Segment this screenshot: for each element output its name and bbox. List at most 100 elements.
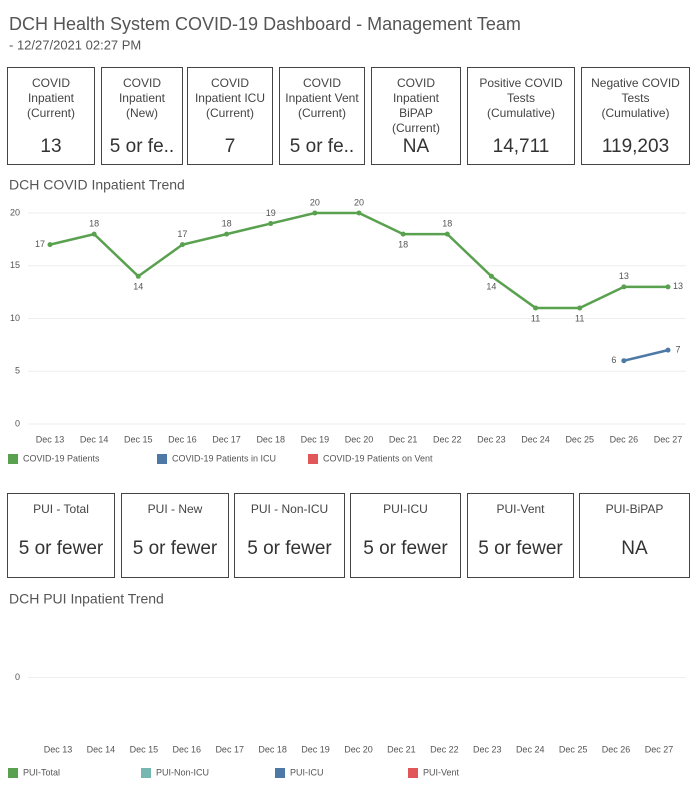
data-point xyxy=(47,242,53,248)
data-label: 18 xyxy=(89,218,99,228)
legend-label: PUI-Total xyxy=(23,767,60,777)
x-tick-label: Dec 26 xyxy=(610,434,639,444)
kpi-value: 5 or fe.. xyxy=(289,136,355,157)
x-tick-label: Dec 22 xyxy=(433,434,462,444)
x-tick-label: Dec 17 xyxy=(212,434,241,444)
data-point xyxy=(488,273,494,279)
x-tick-label: Dec 24 xyxy=(521,434,550,444)
y-tick-label: 0 xyxy=(15,418,20,428)
x-tick-label: Dec 25 xyxy=(565,434,594,444)
data-point xyxy=(665,284,671,290)
legend-label: COVID-19 Patients on Vent xyxy=(323,453,433,463)
kpi-value: 5 or fe.. xyxy=(109,136,175,157)
kpi-label: PUI-ICU xyxy=(383,502,428,516)
kpi-card: PUI-BiPAP NA xyxy=(579,493,690,578)
legend-swatch xyxy=(157,454,167,464)
dashboard-subtitle: - 12/27/2021 02:27 PM xyxy=(9,37,141,52)
legend-swatch xyxy=(8,768,18,778)
kpi-value: 5 or fewer xyxy=(132,538,218,559)
kpi-label: PUI - Non-ICU xyxy=(250,502,329,516)
x-tick-label: Dec 21 xyxy=(389,434,418,444)
data-point xyxy=(224,231,230,237)
legend-label: PUI-Non-ICU xyxy=(156,767,209,777)
x-tick-label: Dec 16 xyxy=(173,744,202,754)
kpi-card: PUI-ICU 5 or fewer xyxy=(350,493,461,578)
legend-swatch xyxy=(141,768,151,778)
x-tick-label: Dec 18 xyxy=(256,434,285,444)
kpi-value: 5 or fewer xyxy=(478,538,563,559)
kpi-value: 119,203 xyxy=(601,136,670,157)
kpi-value: NA xyxy=(621,538,648,559)
kpi-card: PUI - New 5 or fewer xyxy=(121,493,229,578)
legend-label: COVID-19 Patients in ICU xyxy=(172,453,276,463)
x-tick-label: Dec 13 xyxy=(44,744,73,754)
kpi-label: PUI-Vent xyxy=(496,502,545,516)
x-tick-label: Dec 24 xyxy=(516,744,545,754)
data-label: 17 xyxy=(177,229,187,239)
kpi-card: PUI - Total 5 or fewer xyxy=(7,493,115,578)
kpi-card: COVID Inpatient Vent (Current) 5 or fe.. xyxy=(279,67,365,165)
x-tick-label: Dec 16 xyxy=(168,434,197,444)
data-label: 20 xyxy=(310,197,320,207)
data-point xyxy=(665,347,671,353)
kpi-label: COVID Inpatient (New) xyxy=(118,76,166,120)
kpi-card: Negative COVID Tests (Cumulative) 119,203 xyxy=(581,67,690,165)
kpi-label: COVID Inpatient Vent (Current) xyxy=(285,76,359,120)
data-point xyxy=(400,231,406,237)
kpi-label: COVID Inpatient ICU (Current) xyxy=(194,76,266,120)
data-point xyxy=(312,210,318,216)
kpi-card: Positive COVID Tests (Cumulative) 14,711 xyxy=(467,67,575,165)
x-tick-label: Dec 13 xyxy=(36,434,65,444)
x-tick-label: Dec 15 xyxy=(124,434,153,444)
chart-title: DCH COVID Inpatient Trend xyxy=(9,177,185,193)
x-tick-label: Dec 14 xyxy=(87,744,116,754)
x-tick-label: Dec 27 xyxy=(645,744,674,754)
x-tick-label: Dec 25 xyxy=(559,744,588,754)
kpi-card: COVID Inpatient ICU (Current) 7 xyxy=(187,67,273,165)
data-point xyxy=(577,305,583,311)
x-tick-label: Dec 27 xyxy=(654,434,683,444)
data-point xyxy=(356,210,362,216)
data-label: 7 xyxy=(675,345,680,355)
kpi-value: 5 or fewer xyxy=(247,538,332,559)
data-point xyxy=(179,242,185,248)
data-label: 13 xyxy=(673,281,683,291)
data-point xyxy=(135,273,141,279)
kpi-card: COVID Inpatient (Current) 13 xyxy=(7,67,95,165)
data-point xyxy=(621,358,627,364)
y-tick-label: 5 xyxy=(15,366,20,376)
series-line xyxy=(623,348,669,362)
x-tick-label: Dec 14 xyxy=(80,434,109,444)
data-point xyxy=(621,284,627,290)
series-line xyxy=(49,211,668,310)
data-label: 14 xyxy=(486,282,496,292)
dashboard-title: DCH Health System COVID-19 Dashboard - M… xyxy=(9,14,521,34)
kpi-card: PUI - Non-ICU 5 or fewer xyxy=(234,493,345,578)
legend-swatch xyxy=(408,768,418,778)
data-point xyxy=(91,231,97,237)
x-tick-label: Dec 22 xyxy=(430,744,459,754)
x-tick-label: Dec 18 xyxy=(258,744,287,754)
data-point xyxy=(444,231,450,237)
y-tick-label: 10 xyxy=(10,313,20,323)
kpi-label: PUI - Total xyxy=(33,502,89,516)
legend-label: PUI-Vent xyxy=(423,767,460,777)
data-label: 6 xyxy=(611,355,616,365)
x-tick-label: Dec 26 xyxy=(602,744,631,754)
x-tick-label: Dec 17 xyxy=(215,744,244,754)
kpi-card: COVID Inpatient BiPAP (Current) NA xyxy=(371,67,461,165)
x-tick-label: Dec 19 xyxy=(301,434,330,444)
legend-swatch xyxy=(308,454,318,464)
data-label: 18 xyxy=(222,218,232,228)
data-label: 11 xyxy=(531,313,540,323)
kpi-card: PUI-Vent 5 or fewer xyxy=(467,493,574,578)
kpi-label: Negative COVID Tests (Cumulative) xyxy=(591,76,680,120)
legend-label: COVID-19 Patients xyxy=(23,453,100,463)
kpi-value: 14,711 xyxy=(492,136,550,157)
x-tick-label: Dec 23 xyxy=(473,744,502,754)
kpi-value: 7 xyxy=(224,136,236,157)
data-point xyxy=(268,221,274,227)
data-label: 20 xyxy=(354,197,364,207)
